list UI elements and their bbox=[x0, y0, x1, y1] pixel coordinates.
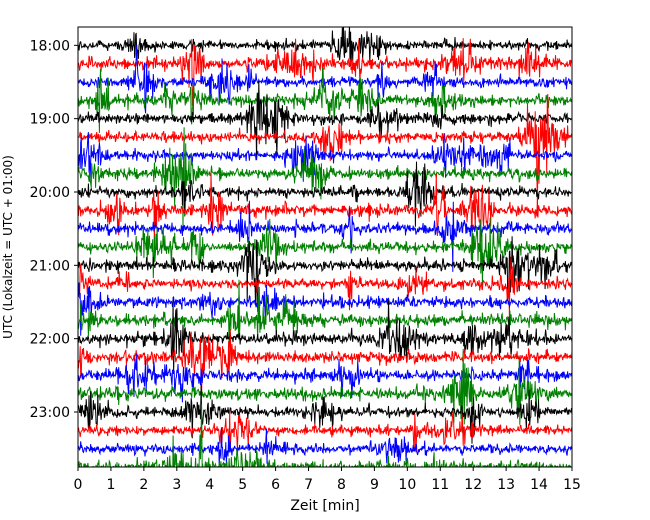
trace-line bbox=[78, 348, 572, 433]
trace-line bbox=[78, 93, 572, 204]
trace-line bbox=[78, 236, 572, 312]
trace-line bbox=[78, 384, 572, 444]
trace-line bbox=[78, 353, 572, 403]
x-tick-label: 1 bbox=[106, 477, 115, 493]
trace-line bbox=[78, 279, 572, 348]
trace-line bbox=[78, 427, 572, 467]
x-tick-label: 12 bbox=[464, 477, 482, 493]
trace-line bbox=[78, 299, 572, 375]
trace-line bbox=[78, 27, 572, 68]
x-tick-label: 7 bbox=[304, 477, 313, 493]
trace-line bbox=[78, 409, 572, 453]
x-tick-label: 14 bbox=[530, 477, 548, 493]
trace-line bbox=[78, 161, 572, 227]
trace-group bbox=[78, 27, 572, 467]
x-tick-label: 15 bbox=[563, 477, 581, 493]
trace-line bbox=[78, 67, 572, 134]
x-tick-label: 8 bbox=[337, 477, 346, 493]
x-tick-label: 11 bbox=[431, 477, 449, 493]
trace-line bbox=[78, 404, 572, 467]
y-tick-label: 18:00 bbox=[30, 38, 70, 54]
x-tick-label: 2 bbox=[139, 477, 148, 493]
y-tick-label: 22:00 bbox=[30, 332, 70, 348]
trace-line bbox=[78, 256, 572, 319]
y-axis-ticks: 18:00 19:00 20:00 21:00 22:00 23:00 bbox=[30, 38, 78, 421]
x-tick-label: 9 bbox=[370, 477, 379, 493]
plot-frame bbox=[77, 26, 573, 468]
trace-line bbox=[78, 172, 572, 249]
trace-line bbox=[78, 80, 572, 161]
x-axis-ticks: 0 1 2 3 4 5 6 7 8 9 10 11 12 13 14 15 bbox=[74, 467, 581, 493]
x-tick-label: 13 bbox=[497, 477, 515, 493]
trace-line bbox=[78, 329, 572, 395]
trace-line bbox=[78, 217, 572, 288]
trace-line bbox=[78, 38, 572, 116]
y-tick-label: 23:00 bbox=[30, 405, 70, 421]
x-tick-label: 6 bbox=[271, 477, 280, 493]
y-tick-label: 19:00 bbox=[30, 112, 70, 128]
trace-line bbox=[78, 282, 572, 336]
y-tick-label: 21:00 bbox=[30, 258, 70, 274]
y-tick-label: 20:00 bbox=[30, 185, 70, 201]
x-tick-label: 0 bbox=[74, 477, 83, 493]
x-axis-label: Zeit [min] bbox=[290, 498, 359, 514]
x-tick-label: 10 bbox=[398, 477, 416, 493]
trace-line bbox=[78, 132, 572, 182]
x-tick-label: 3 bbox=[172, 477, 181, 493]
trace-line bbox=[78, 127, 572, 231]
y-axis-label: UTC (Lokalzeit = UTC + 01:00) bbox=[1, 155, 15, 339]
x-tick-label: 4 bbox=[205, 477, 214, 493]
x-tick-label: 5 bbox=[238, 477, 247, 493]
